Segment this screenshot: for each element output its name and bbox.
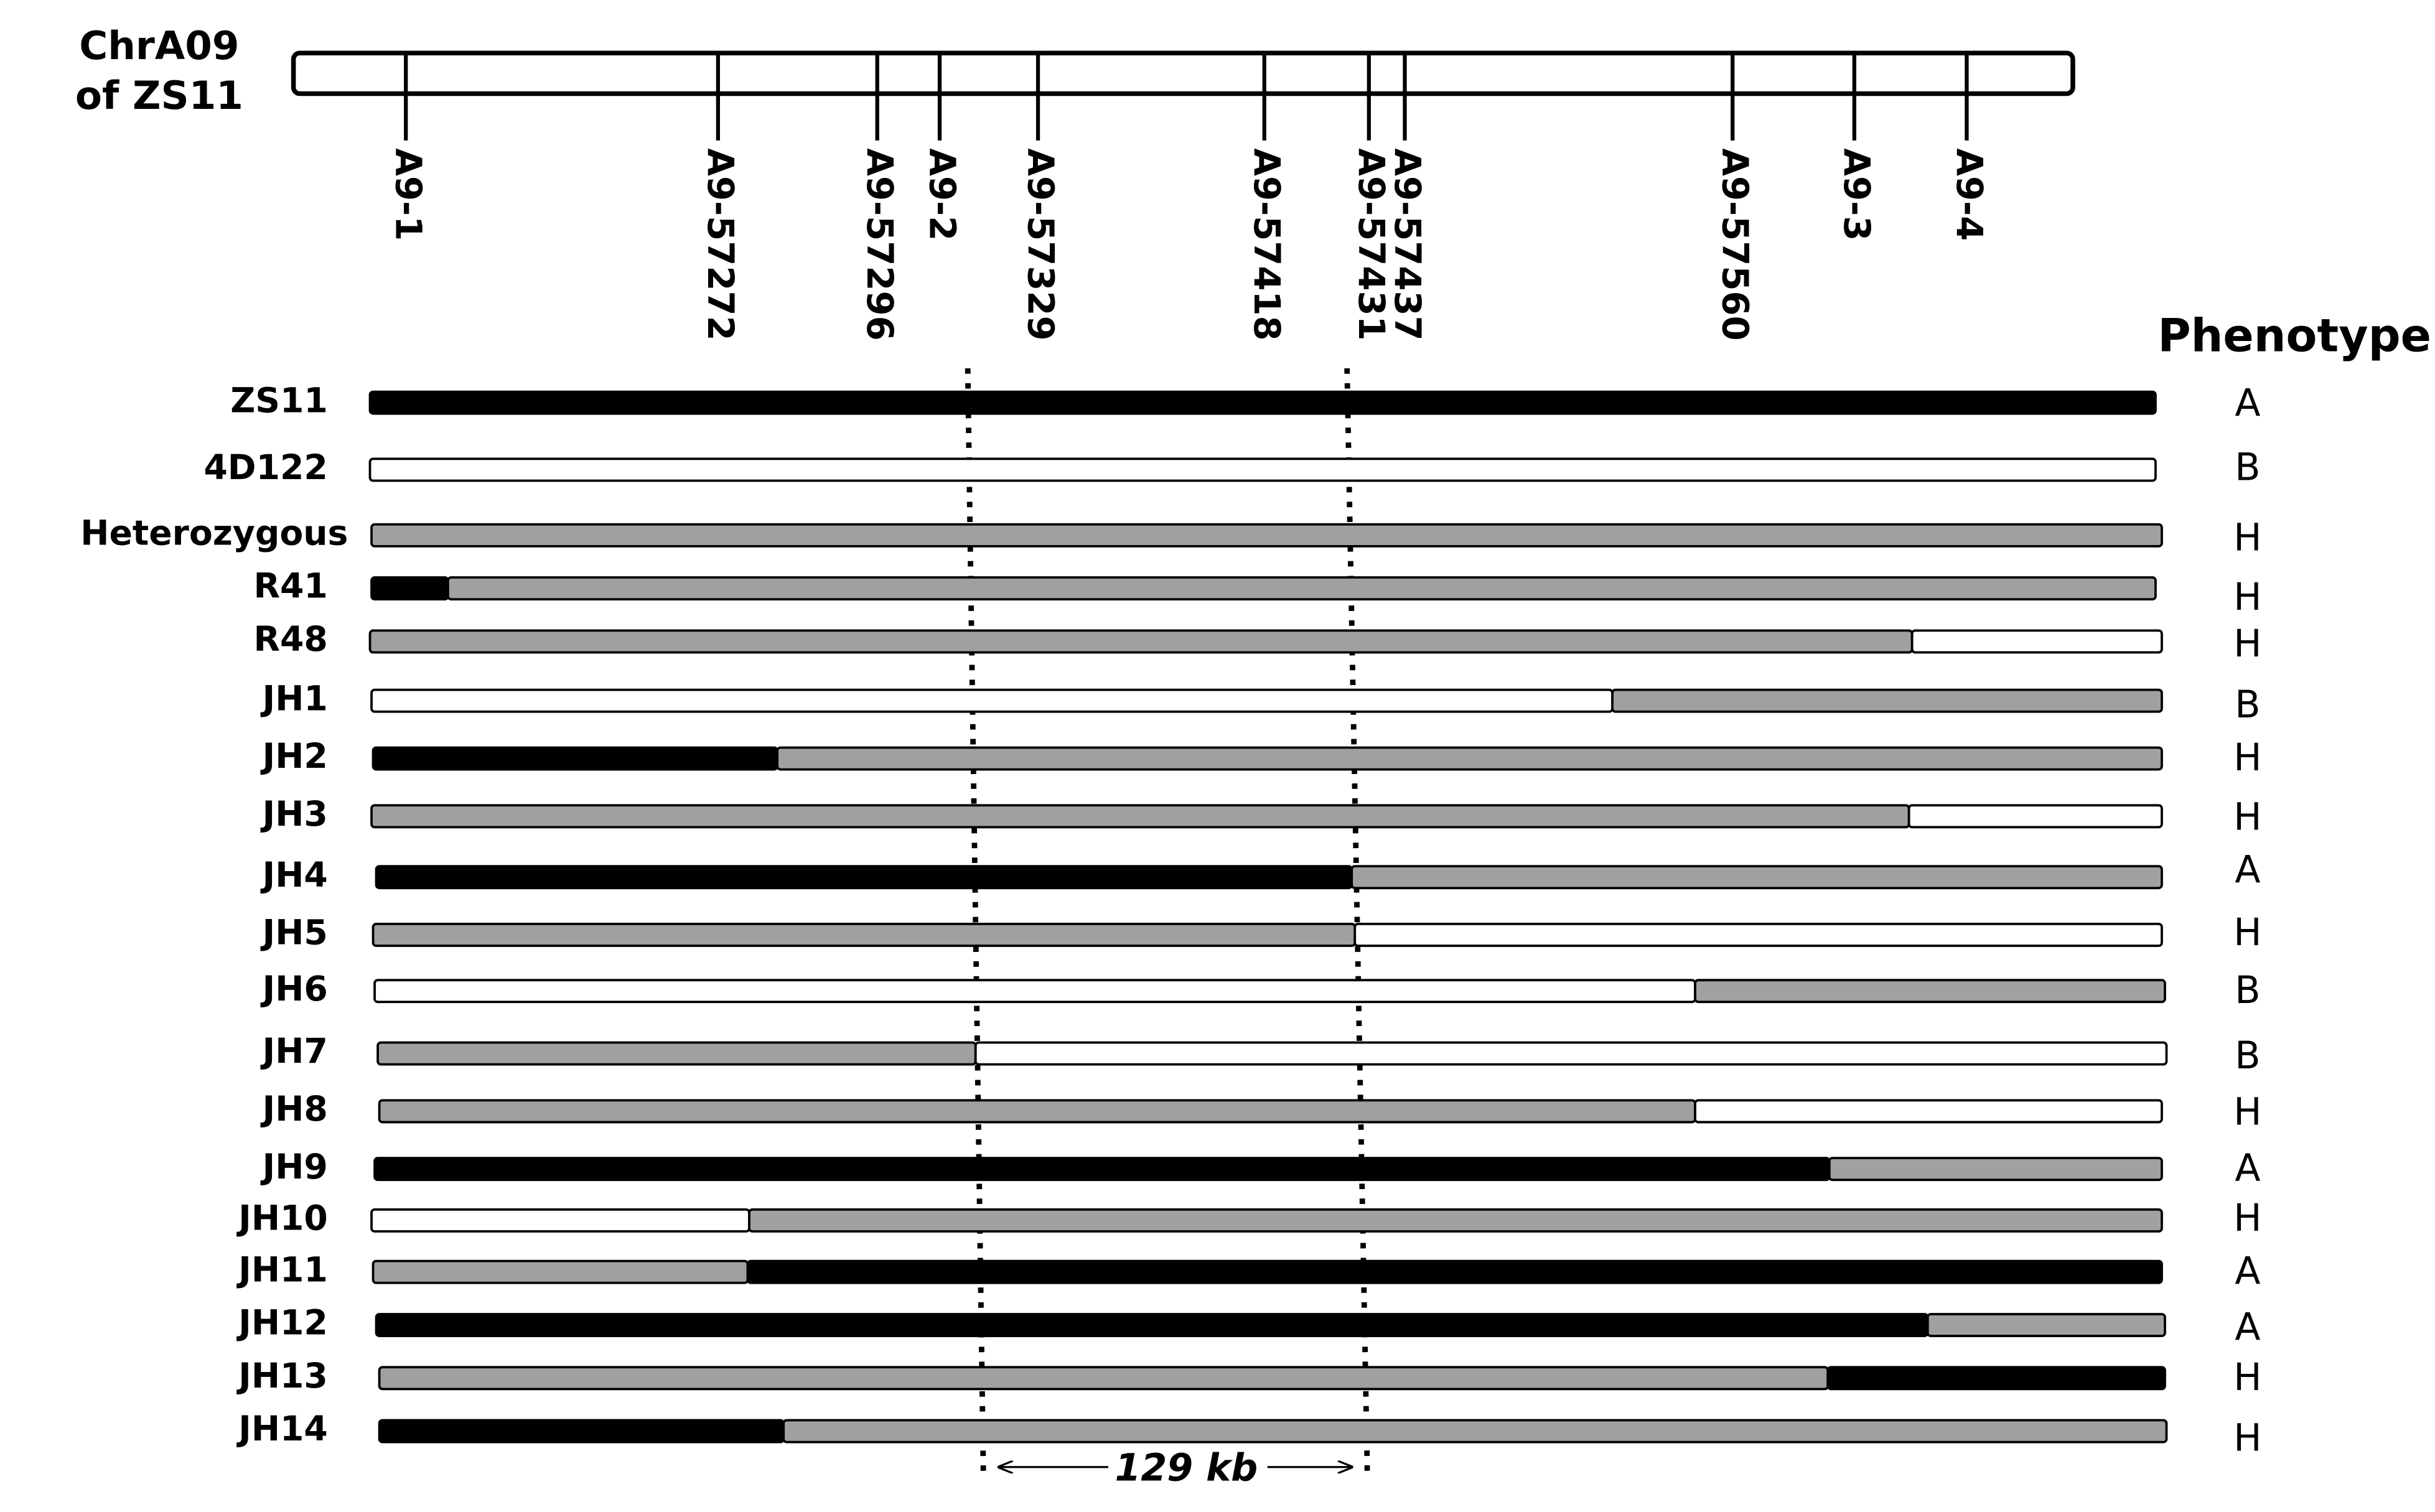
row-name: JH7 <box>260 1032 328 1071</box>
phenotype: B <box>2235 446 2260 490</box>
genotype-segment <box>1350 865 2163 890</box>
row-name: R48 <box>254 620 328 660</box>
phenotype: A <box>2235 1249 2260 1293</box>
genotype-segment <box>370 688 1614 713</box>
phenotype: H <box>2233 622 2261 666</box>
row-name: JH11 <box>236 1250 327 1290</box>
genotype-segment <box>776 746 2163 771</box>
marker-label: A9-57296 <box>859 148 901 340</box>
genotype-segment <box>373 979 1696 1004</box>
marker-label: A9-57418 <box>1246 148 1288 340</box>
marker-label: A9-57329 <box>1019 148 1062 340</box>
row-name: JH4 <box>260 856 328 895</box>
phenotype: A <box>2235 382 2260 426</box>
phenotype: H <box>2233 736 2261 780</box>
genotype-segment <box>372 1259 749 1284</box>
genotype-segment <box>368 457 2157 482</box>
row-name: 4D122 <box>203 448 327 488</box>
row-name: JH2 <box>260 737 328 777</box>
row-name: JH13 <box>236 1356 327 1396</box>
genotype-segment <box>1353 923 2163 947</box>
phenotype: H <box>2233 1197 2261 1240</box>
phenotype: A <box>2235 849 2260 892</box>
genotype-segment <box>370 523 2163 548</box>
marker-label: A9-57431 <box>1350 148 1393 340</box>
marker-label: A9-57560 <box>1714 148 1757 340</box>
chromosome-label: ChrA09 <box>79 23 239 68</box>
phenotype: A <box>2235 1147 2260 1190</box>
row-name: JH1 <box>260 679 328 719</box>
row-name: JH3 <box>260 795 328 834</box>
genotype-segment <box>1694 979 2166 1004</box>
row-name: JH14 <box>236 1409 327 1449</box>
genotype-segment <box>1907 804 2163 829</box>
phenotype: H <box>2233 1417 2261 1460</box>
genotype-segment <box>447 576 2157 601</box>
genotype-segment <box>1828 1157 2163 1182</box>
genotype-segment <box>1826 1366 2166 1391</box>
phenotype: H <box>2233 576 2261 619</box>
row-name: JH12 <box>236 1304 327 1343</box>
phenotype: H <box>2233 795 2261 839</box>
marker-label: A9-57272 <box>699 148 742 340</box>
genotype-segment <box>782 1419 2168 1444</box>
genotype-segment <box>372 746 779 771</box>
marker-label: A9-4 <box>1948 148 1991 241</box>
genotype-segment <box>373 1157 1831 1182</box>
marker-label: A9-57437 <box>1386 148 1429 340</box>
row-name: Heterozygous <box>80 513 348 553</box>
genotype-segment <box>1611 688 2163 713</box>
interval-label: 129 kb <box>1115 1446 1258 1490</box>
genotype-segment <box>370 576 449 601</box>
phenotype: B <box>2235 969 2260 1012</box>
row-name: ZS11 <box>230 381 328 421</box>
genotype-segment <box>378 1099 1696 1124</box>
genotype-segment <box>378 1419 785 1444</box>
genotype-segment <box>746 1259 2163 1284</box>
phenotype: H <box>2233 1090 2261 1134</box>
genotype-segment <box>375 1313 1929 1337</box>
phenotype: B <box>2235 1034 2260 1078</box>
row-name: JH8 <box>260 1090 328 1129</box>
genotype-segment <box>368 390 2157 415</box>
row-name: JH10 <box>236 1199 327 1239</box>
genotype-segment <box>370 1208 750 1233</box>
interval-boundary <box>1344 368 1370 1475</box>
phenotype: H <box>2233 516 2261 559</box>
genotype-segment <box>368 629 1914 654</box>
genotype-segment <box>748 1208 2163 1233</box>
interval-boundary <box>965 368 986 1475</box>
genotype-segment <box>1694 1099 2163 1124</box>
genotype-segment <box>375 865 1353 890</box>
marker-label: A9-3 <box>1836 148 1878 241</box>
row-name: R41 <box>254 567 328 607</box>
row-name: JH6 <box>260 969 328 1009</box>
phenotype: H <box>2233 1356 2261 1399</box>
row-name: JH9 <box>260 1147 328 1187</box>
chromosome-bar <box>291 50 2075 96</box>
row-name: JH5 <box>260 913 328 953</box>
genotype-segment <box>370 804 1910 829</box>
genotype-segment <box>372 923 1357 947</box>
genotype-segment <box>378 1366 1830 1391</box>
genotype-segment <box>1926 1313 2166 1337</box>
phenotype-header: Phenotype <box>2157 309 2431 362</box>
marker-label: A9-2 <box>921 148 963 241</box>
genotype-segment <box>1910 629 2163 654</box>
genotype-segment <box>974 1041 2168 1066</box>
phenotype: H <box>2233 911 2261 954</box>
marker-label: A9-1 <box>388 148 430 241</box>
phenotype: A <box>2235 1306 2260 1350</box>
chromosome-label: of ZS11 <box>75 73 243 118</box>
phenotype: B <box>2235 683 2260 727</box>
genotype-segment <box>376 1041 977 1066</box>
